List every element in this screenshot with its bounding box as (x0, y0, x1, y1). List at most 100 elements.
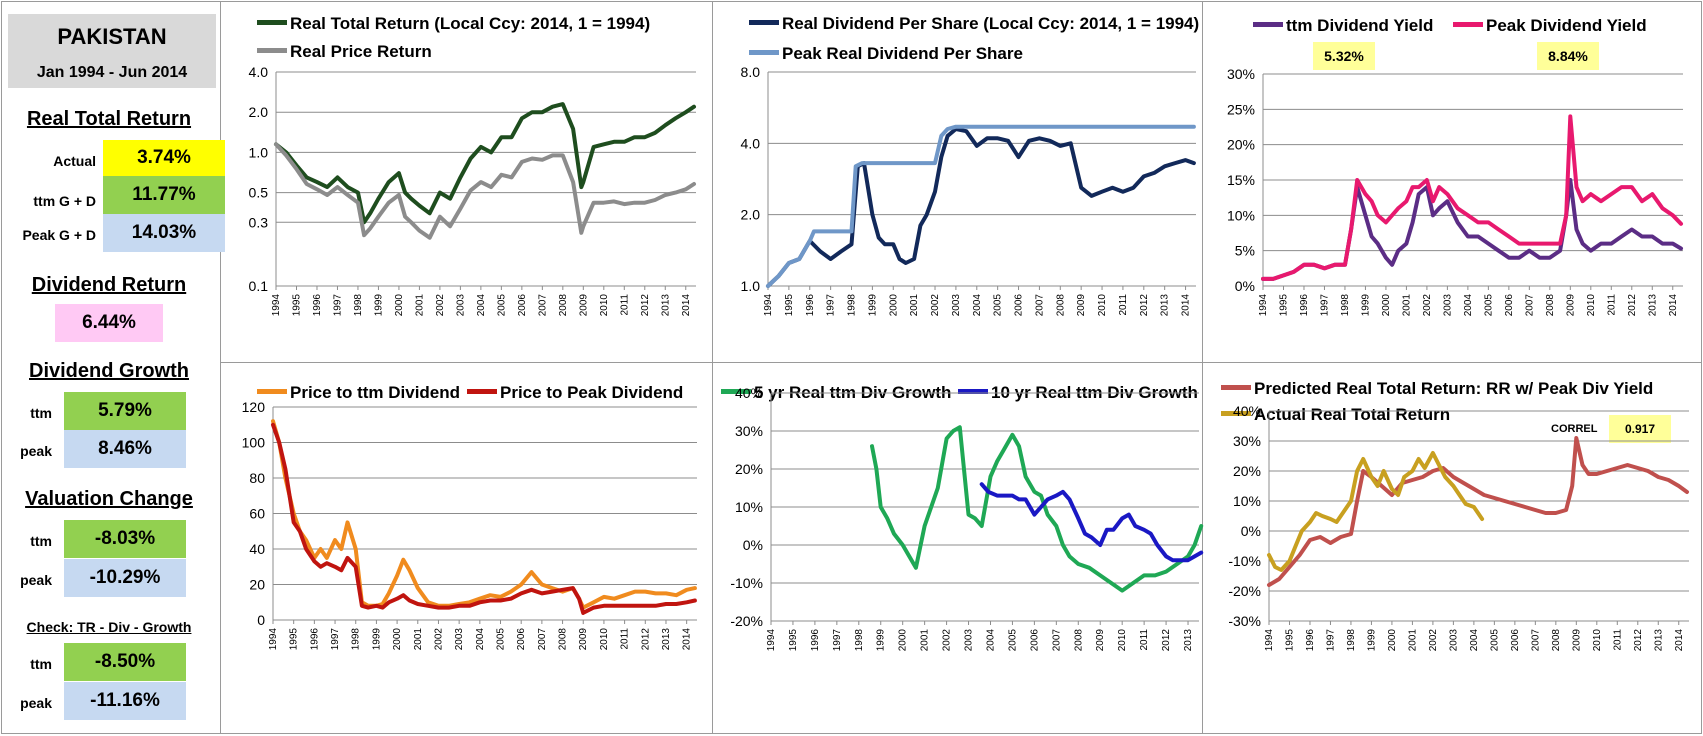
rtr-actual-value: 3.74% (103, 140, 225, 176)
x-tick-label: 1999 (373, 294, 384, 317)
x-tick-label: 2009 (578, 294, 589, 317)
x-tick-label: 2003 (951, 294, 962, 317)
legend-label: Actual Real Total Return (1254, 405, 1451, 424)
legend-item: Predicted Real Total Return: RR w/ Peak … (1221, 379, 1653, 399)
series-line (271, 422, 697, 615)
y-tick-label: 0 (257, 612, 265, 628)
x-tick-label: 2013 (661, 628, 672, 651)
valuation-change-title: Valuation Change (25, 488, 193, 510)
legend-swatch (749, 50, 779, 56)
x-tick-label: 2010 (599, 294, 610, 317)
x-tick-label: 1999 (1360, 294, 1371, 317)
country-period: Jan 1994 - Jun 2014 (36, 64, 188, 81)
y-tick-label: 1.0 (741, 278, 761, 294)
chart-panel-real-total-return: Real Total Return (Local Ccy: 2014, 1 = … (221, 2, 711, 362)
y-tick-label: 0% (1241, 523, 1261, 539)
real-total-return-title: Real Total Return (26, 108, 192, 130)
y-tick-label: -20% (1228, 583, 1261, 599)
legend-label: Price to Peak Dividend (500, 383, 684, 402)
x-tick-label: 1996 (309, 628, 320, 651)
dividend-growth-ttm-value: 5.79% (64, 392, 186, 430)
y-tick-label: -10% (730, 575, 763, 591)
x-tick-label: 2008 (558, 628, 569, 651)
dg-row-label: ttm (30, 405, 52, 421)
y-tick-label: 4.0 (741, 135, 761, 151)
x-tick-label: 2014 (1181, 294, 1192, 317)
x-tick-label: 2000 (394, 294, 405, 317)
y-tick-label: 5% (1235, 243, 1255, 259)
legend-label: ttm Dividend Yield (1286, 16, 1434, 35)
x-tick-label: 1996 (805, 294, 816, 317)
check-ttm-value: -8.50% (64, 643, 186, 681)
x-tick-label: 2011 (619, 294, 630, 316)
x-tick-label: 2005 (1489, 629, 1500, 652)
x-tick-label: 2000 (392, 628, 403, 651)
x-tick-label: 1996 (1299, 294, 1310, 317)
rtr-row-label: Peak G + D (22, 227, 96, 243)
x-tick-label: 2010 (1117, 629, 1128, 652)
x-tick-label: 1997 (1325, 629, 1336, 652)
legend-swatch (749, 20, 779, 26)
x-tick-label: 1994 (271, 294, 282, 317)
rtr-row-label: Actual (53, 153, 96, 169)
x-tick-label: 1995 (291, 294, 302, 317)
y-tick-label: -10% (1228, 553, 1261, 569)
check-row-label: peak (20, 695, 52, 711)
dividend-growth-peak-value: 8.46% (64, 430, 186, 468)
y-tick-label: 60 (249, 506, 265, 522)
y-tick-label: 1.0 (249, 144, 269, 160)
x-tick-label: 2010 (1592, 629, 1603, 652)
chart-panel-price-to-dividend: Price to ttm Dividend Price to Peak Divi… (221, 363, 711, 734)
x-tick-label: 1996 (810, 629, 821, 652)
x-tick-label: 2005 (993, 294, 1004, 317)
x-tick-label: 2006 (1510, 629, 1521, 652)
x-tick-label: 1996 (312, 294, 323, 317)
y-tick-label: 8.0 (741, 64, 761, 80)
x-tick-label: 2003 (1442, 294, 1453, 317)
x-tick-label: 2002 (433, 628, 444, 651)
valuation-change-peak-value: -10.29% (64, 559, 186, 597)
legend-label: Peak Dividend Yield (1486, 16, 1647, 35)
x-tick-label: 1998 (351, 628, 362, 651)
divider (220, 1, 221, 734)
check-peak-value: -11.16% (64, 682, 186, 720)
y-tick-label: 25% (1227, 101, 1255, 117)
x-tick-label: 2014 (1668, 294, 1679, 317)
x-tick-label: 2007 (1051, 629, 1062, 652)
legend-swatch (958, 389, 988, 395)
y-tick-label: 40% (735, 385, 763, 401)
y-tick-label: -20% (730, 613, 763, 629)
legend-swatch (721, 389, 751, 395)
x-tick-label: 2014 (1674, 629, 1685, 652)
x-tick-label: 2001 (909, 294, 920, 317)
y-tick-label: 30% (1227, 66, 1255, 82)
x-tick-label: 1994 (763, 294, 774, 317)
chart-svg: 40% 30% 20% 10% 0% -10% -20%1994 1995 1996 1997 19… (730, 385, 1204, 652)
legend-item: ttm Dividend Yield (1253, 16, 1433, 36)
x-tick-label: 2004 (476, 294, 487, 317)
x-tick-label: 2003 (1448, 629, 1459, 652)
legend-swatch (257, 48, 287, 54)
series-line (274, 102, 696, 225)
series-line (766, 124, 1196, 288)
legend-label: Real Price Return (290, 42, 432, 61)
x-tick-label: 2011 (1118, 294, 1129, 316)
chart-svg: 40% 30% 20% 10% 0% -10% -20% -30%1994 1995 1996 19… (1228, 403, 1689, 652)
vc-row-label: ttm (30, 533, 52, 549)
legend-item: Real Price Return (257, 42, 432, 62)
y-tick-label: 2.0 (741, 207, 761, 223)
series-line (870, 425, 1204, 593)
x-tick-label: 1997 (826, 294, 837, 317)
x-tick-label: 2012 (640, 628, 651, 651)
x-tick-label: 2010 (599, 628, 610, 651)
x-tick-label: 2004 (972, 294, 983, 317)
y-tick-label: 100 (242, 435, 266, 451)
y-tick-label: 40% (1233, 403, 1261, 419)
legend-item: Real Total Return (Local Ccy: 2014, 1 = … (257, 14, 650, 34)
y-tick-label: -30% (1228, 613, 1261, 629)
x-tick-label: 2012 (1633, 629, 1644, 652)
y-tick-label: 80 (249, 470, 265, 486)
x-tick-label: 2000 (888, 294, 899, 317)
